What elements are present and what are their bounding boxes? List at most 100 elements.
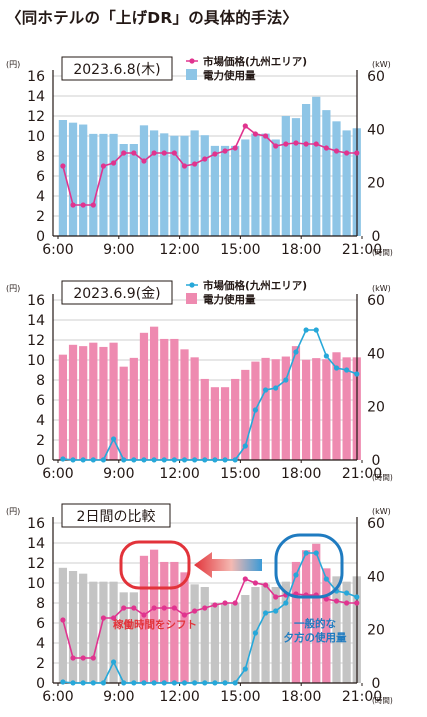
usage-bar <box>342 357 351 460</box>
usage-bar-base <box>190 584 199 683</box>
price-point <box>141 457 147 463</box>
usage-bar <box>180 135 189 236</box>
y-left-tick-label: 2 <box>36 433 45 449</box>
y-right-tick-label: 60 <box>367 69 385 85</box>
usage-bar <box>160 133 169 236</box>
price-point <box>181 612 188 618</box>
usage-bar <box>68 122 78 236</box>
legend-price-label: 市場価格(九州エリア) <box>203 279 307 292</box>
usage-bar <box>58 354 68 460</box>
legend-bar-swatch <box>186 293 197 304</box>
chart-0609: (円) (kW) (時間) 0 2 4 6 8 10 12 14 16 0 20 40 60 6:00 9:… <box>6 279 393 482</box>
y-right-tick-label: 40 <box>367 346 385 362</box>
usage-bar <box>291 346 301 460</box>
date-label-box: 2023.6.8(木) <box>61 56 173 81</box>
price-point <box>262 133 269 139</box>
price-point <box>151 150 157 156</box>
usage-bar <box>109 133 118 236</box>
usage-bar <box>200 135 209 236</box>
date-label-box: 2023.6.9(金) <box>61 280 173 305</box>
price-point <box>121 150 127 156</box>
price-point <box>70 655 76 661</box>
usage-bar-highlight <box>322 568 331 683</box>
price-point <box>80 680 86 686</box>
usage-bar <box>99 346 108 460</box>
price-point <box>323 353 329 359</box>
price-point <box>121 457 127 463</box>
legend-dot-icon <box>189 282 195 288</box>
usage-bar-highlight <box>149 549 159 683</box>
price-point <box>313 327 319 333</box>
y-left-tick-label: 8 <box>36 149 45 165</box>
price-point <box>181 457 188 463</box>
x-tick-label: 21:00 <box>342 466 382 482</box>
price-point <box>171 680 177 686</box>
price-point <box>141 612 147 618</box>
price-point <box>192 680 198 686</box>
price-point <box>344 590 350 596</box>
price-point <box>283 141 289 147</box>
x-tick-label: 6:00 <box>42 242 73 258</box>
plot-area-comparison: 0 2 4 6 8 10 12 14 16 0 20 40 60 6:00 9:00 12:00 15:00 18… <box>27 516 385 705</box>
usage-bar <box>322 359 331 460</box>
x-tick-label: 12:00 <box>159 689 199 705</box>
price-point <box>323 596 329 602</box>
y-left-unit: (円) <box>6 60 20 69</box>
usage-bar-base <box>58 567 68 683</box>
price-point <box>110 659 117 665</box>
usage-bar <box>149 326 159 460</box>
shift-arrow-icon <box>194 552 262 578</box>
y-right-tick-label: 20 <box>367 176 385 192</box>
evening-highlight-ellipse <box>274 533 344 599</box>
y-left-tick-label: 12 <box>27 109 45 125</box>
y-left-tick-label: 16 <box>27 293 45 309</box>
usage-bar <box>261 357 270 460</box>
price-point <box>131 605 137 611</box>
price-point <box>293 572 299 578</box>
usage-bar <box>58 120 68 236</box>
price-point <box>60 617 66 623</box>
price-point <box>323 145 329 151</box>
y-right-tick-label: 0 <box>372 229 381 245</box>
x-tick-label: 21:00 <box>342 689 382 705</box>
y-left-tick-label: 0 <box>36 676 45 692</box>
usage-bar <box>322 110 331 236</box>
y-left-tick-label: 6 <box>36 393 45 409</box>
y-left-tick-label: 14 <box>27 89 45 105</box>
y-left-tick-label: 4 <box>36 413 45 429</box>
price-point <box>354 150 360 156</box>
usage-bar <box>119 366 128 460</box>
price-point <box>131 150 137 156</box>
usage-bar <box>129 144 138 236</box>
legend-price-label: 市場価格(九州エリア) <box>203 55 307 68</box>
price-point <box>354 594 360 600</box>
price-point <box>212 680 218 686</box>
usage-bar <box>271 359 280 460</box>
usage-bar <box>79 124 88 236</box>
price-point <box>354 600 360 606</box>
shift-label: 稼働時間をシフト <box>113 618 197 631</box>
price-point <box>303 550 309 556</box>
price-point <box>141 680 147 686</box>
x-tick-label: 15:00 <box>220 689 260 705</box>
price-point <box>100 680 107 686</box>
usage-bar <box>301 104 311 236</box>
usage-bar-base <box>119 592 128 683</box>
price-point <box>192 161 198 167</box>
usage-bar <box>261 133 270 236</box>
usage-bar-highlight <box>139 555 149 683</box>
usage-bar <box>139 125 149 236</box>
y-right-tick-label: 20 <box>367 400 385 416</box>
usage-bar <box>190 357 199 460</box>
y-right-tick-label: 0 <box>372 453 381 469</box>
price-point <box>232 600 238 606</box>
y-left-tick-label: 2 <box>36 209 45 225</box>
price-point <box>202 156 208 162</box>
usage-bar-base <box>79 573 88 683</box>
y-left-tick-label: 10 <box>27 129 45 145</box>
price-point <box>273 608 279 614</box>
x-tick-label: 15:00 <box>220 242 260 258</box>
usage-bar-base <box>241 595 250 683</box>
usage-bar <box>200 378 209 460</box>
price-point <box>171 605 177 611</box>
